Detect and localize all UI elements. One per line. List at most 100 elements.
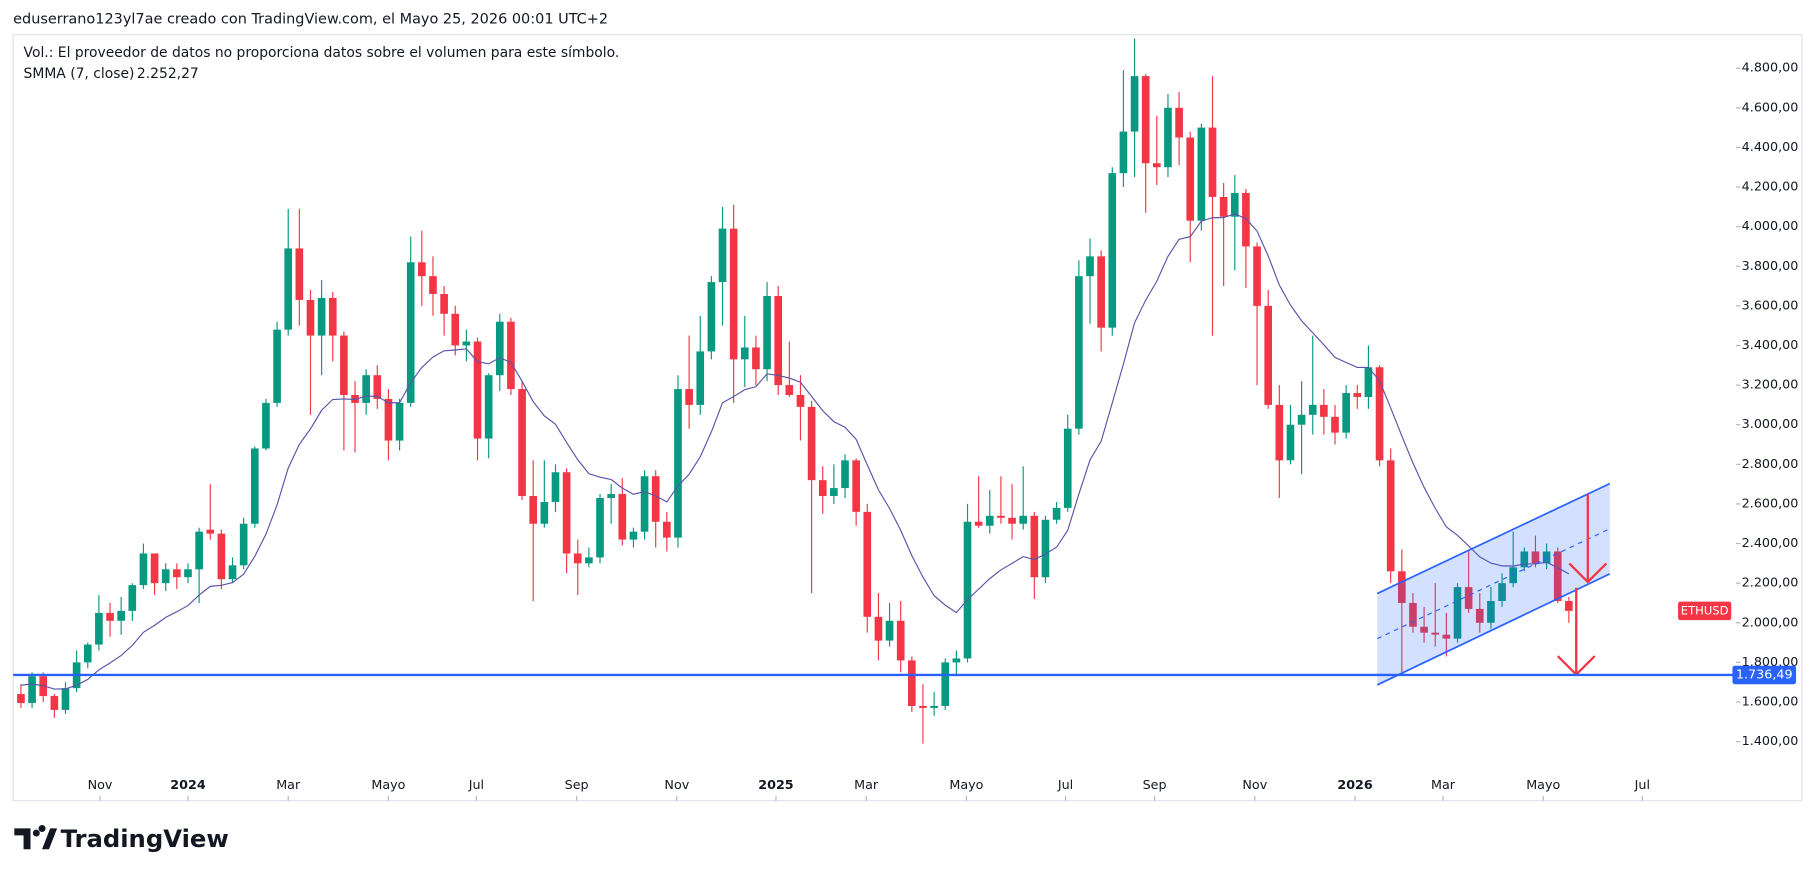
candle-body xyxy=(1008,517,1016,524)
candle-body xyxy=(495,321,504,376)
candle-body xyxy=(908,660,916,706)
candle-body xyxy=(462,341,471,346)
y-tick-label: 1.600,00 xyxy=(1742,694,1799,709)
candle-body xyxy=(1164,107,1172,168)
candle-body xyxy=(28,676,36,703)
candle-body xyxy=(1030,515,1039,578)
candle-body xyxy=(1097,256,1105,328)
candle-body xyxy=(807,406,816,481)
candle-body xyxy=(1264,305,1273,405)
candle-body xyxy=(941,662,950,706)
candle-body xyxy=(596,497,604,558)
candle-body xyxy=(696,351,705,405)
candle-body xyxy=(340,335,348,395)
candle-body xyxy=(740,347,749,360)
channel-lower xyxy=(1376,573,1611,686)
candle-body xyxy=(1219,196,1228,217)
x-tick-label: Nov xyxy=(1242,777,1267,792)
arrow xyxy=(1568,494,1608,584)
candle-body xyxy=(1464,587,1473,609)
candle-body xyxy=(1019,515,1028,524)
x-tick-label: 2026 xyxy=(1337,777,1373,792)
candle-body xyxy=(1253,246,1261,306)
candle-body xyxy=(540,501,549,524)
logo-dot xyxy=(32,829,40,837)
candle-body xyxy=(974,521,983,526)
channel-fill xyxy=(1377,483,1610,685)
candle-body xyxy=(1398,571,1406,603)
y-tick-label: 2.000,00 xyxy=(1742,614,1799,629)
candle-body xyxy=(228,565,237,580)
candle-body xyxy=(418,262,426,277)
candle-body xyxy=(1186,137,1195,221)
candle-body xyxy=(195,531,203,570)
candle-body xyxy=(284,248,293,330)
candle-body xyxy=(1487,600,1495,623)
candle-body xyxy=(1453,587,1462,639)
x-tick-label: Nov xyxy=(88,777,113,792)
y-tick-label: 3.400,00 xyxy=(1742,337,1799,352)
candle-body xyxy=(930,705,938,708)
candle-body xyxy=(518,389,526,497)
y-tick-label: 1.400,00 xyxy=(1742,733,1799,748)
candle-body xyxy=(106,612,114,621)
candle-body xyxy=(1119,131,1128,174)
y-tick-label: 4.000,00 xyxy=(1742,218,1799,233)
candle-body xyxy=(1331,416,1339,433)
candle-body xyxy=(1353,393,1362,397)
candle-body xyxy=(395,402,404,441)
y-tick-label: 2.600,00 xyxy=(1742,495,1799,510)
candle-body xyxy=(1565,600,1573,611)
candle-body xyxy=(161,569,170,584)
channel-mid xyxy=(1376,528,1611,640)
candle-body xyxy=(1208,127,1217,197)
candle-body xyxy=(896,620,905,661)
candle-body xyxy=(1230,192,1239,217)
candle-body xyxy=(262,402,270,449)
x-tick-label: Mar xyxy=(276,777,301,792)
indicator-name: SMMA (7, close) xyxy=(24,66,135,82)
candle-body xyxy=(1153,163,1161,168)
candle-body xyxy=(250,448,259,524)
y-tick-label: 2.200,00 xyxy=(1742,575,1799,590)
candle-body xyxy=(573,553,582,564)
candle-body xyxy=(139,553,148,586)
frame xyxy=(12,34,1803,802)
plot: 1.400,00 1.600,00 1.800,00 2.000,00 2.200,00… xyxy=(17,38,1799,801)
candle-body xyxy=(551,472,560,502)
candle-body xyxy=(429,276,437,294)
x-tick-label: Jul xyxy=(1057,777,1073,792)
overlay: 1.736,49 ETHUSD xyxy=(13,601,1797,685)
candle-body xyxy=(217,533,226,580)
x-tick-label: Mayo xyxy=(949,777,983,792)
candle-body xyxy=(752,347,760,370)
candle-body xyxy=(841,460,849,489)
candle-body xyxy=(328,297,337,336)
logo-mark xyxy=(14,824,58,850)
candle-body xyxy=(919,705,927,708)
candle-body xyxy=(774,295,783,386)
x-tick-label: Jul xyxy=(468,777,484,792)
candle-body xyxy=(674,389,682,538)
candle-body xyxy=(629,531,638,540)
candle-body xyxy=(651,476,660,522)
header: eduserrano123yl7ae creado con TradingVie… xyxy=(13,12,608,28)
candle-body xyxy=(763,295,771,370)
channel xyxy=(1376,482,1611,686)
candle-body xyxy=(1108,173,1117,328)
channel-upper xyxy=(1376,482,1611,595)
candle-body xyxy=(818,480,827,497)
volume-note: Vol.: El proveedor de datos no proporcio… xyxy=(24,45,620,61)
candle-body xyxy=(451,313,460,346)
candle-body xyxy=(1141,76,1150,164)
x-tick-label: 2025 xyxy=(758,777,793,792)
indicator-value: 2.252,27 xyxy=(137,66,199,82)
candle-body xyxy=(618,494,627,540)
candle-body xyxy=(406,262,415,403)
candle-body xyxy=(663,521,671,538)
y-tick-label: 3.000,00 xyxy=(1742,416,1799,431)
candle-body xyxy=(1531,551,1540,564)
candle-body xyxy=(1275,404,1284,461)
candle-body xyxy=(1475,608,1484,623)
